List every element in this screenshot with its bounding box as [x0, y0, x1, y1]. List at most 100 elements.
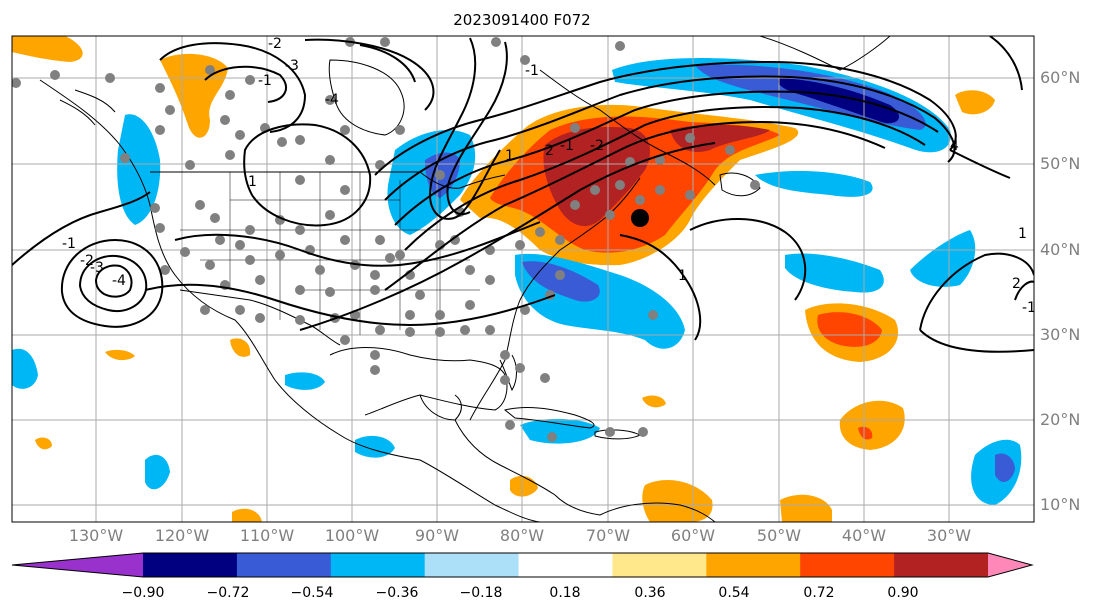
lon-label: 80°W — [500, 526, 544, 545]
colorbar-cell — [518, 553, 613, 577]
contour-jet-6 — [299, 142, 716, 331]
contour-rockies-high-2 — [204, 65, 287, 103]
contour-label: 2 — [545, 143, 554, 159]
positive-anomaly-pacific-southwest — [105, 349, 135, 361]
contour-label: -3 — [285, 58, 299, 74]
colorbar-cell — [612, 553, 707, 577]
contour-jet-2 — [384, 75, 956, 201]
contour-label: 2 — [1012, 276, 1021, 292]
contour-trough-2 — [446, 41, 508, 215]
colorbar-label: −0.36 — [376, 585, 419, 601]
contour-label: 1 — [678, 268, 687, 284]
colorbar-label: −0.54 — [291, 585, 334, 601]
colorbar-extend-min — [12, 553, 143, 577]
contour-ring-pacific-low-3 — [94, 264, 133, 298]
colorbar-cell — [330, 553, 426, 577]
colorbar: −0.90 −0.72 −0.54 −0.36 −0.18 0.18 0.36 … — [11, 552, 1034, 601]
contour-label: -4 — [325, 92, 339, 108]
contour-label: -1 — [258, 73, 272, 89]
negative-anomaly-caribbean — [520, 418, 600, 444]
negative-anomaly-greenland-jet — [612, 58, 951, 153]
lon-label: 50°W — [757, 526, 801, 545]
contour-east-atlantic-high — [919, 252, 1034, 353]
colorbar-cell — [424, 553, 520, 577]
positive-anomaly-pacific-southeast — [232, 508, 262, 522]
contour-label: 4 — [950, 138, 959, 154]
colorbar-label: 0.72 — [803, 585, 834, 601]
newfoundland — [719, 172, 761, 197]
colorbar-cell — [143, 553, 238, 577]
map-frame — [11, 35, 1035, 523]
contour-rockies-high-1 — [159, 42, 307, 133]
contour-southern-arc — [144, 283, 556, 327]
contour-plains-arc — [174, 221, 541, 267]
lat-label: 50°N — [1040, 154, 1080, 173]
colorbar-cell — [706, 553, 801, 577]
contour-label: -1 — [525, 63, 539, 79]
negative-anomaly-central-atlantic-band — [755, 170, 873, 197]
lon-label: 110°W — [240, 526, 295, 545]
lon-label: 30°W — [927, 526, 971, 545]
positive-anomaly-arctic-west — [12, 36, 83, 62]
strong-negative-southeast-coast — [522, 261, 600, 302]
contour-label: -2 — [268, 36, 282, 52]
contour-jet-1 — [374, 60, 957, 176]
contour-label: -1 — [62, 236, 76, 252]
positive-anomaly-tropical-atlantic — [780, 494, 832, 522]
strong-negative-southern-east-atlantic — [995, 453, 1015, 482]
florida — [499, 354, 517, 392]
colorbar-cell — [236, 553, 332, 577]
lon-label: 130°W — [69, 526, 124, 545]
us-mexico-border — [179, 289, 341, 346]
strong-positive-east-atlantic-south — [858, 426, 873, 440]
contour-label: 1 — [1018, 226, 1027, 242]
contour-north-atlantic-east — [949, 149, 1011, 179]
lat-label: 30°N — [1040, 325, 1080, 344]
colorbar-cells — [12, 553, 1032, 577]
contour-ring-pacific-low-1 — [60, 238, 164, 328]
colorbar-cell — [894, 553, 989, 577]
contour-label: -2 — [590, 138, 604, 154]
positive-anomaly-north-atlantic-east — [955, 90, 995, 115]
negative-anomaly-pacific-west — [12, 348, 38, 389]
contour-label: -1 — [1022, 300, 1036, 316]
contour-label: 1 — [505, 148, 514, 164]
lon-label: 100°W — [325, 526, 380, 545]
lat-label: 60°N — [1040, 68, 1080, 87]
max-positive-atlantic-ridge — [543, 126, 650, 227]
cuba — [503, 407, 595, 429]
us-canada-border — [150, 171, 506, 189]
contour-jet-5 — [384, 120, 886, 291]
observation-stations — [12, 37, 760, 442]
lon-label: 70°W — [586, 526, 630, 545]
max-negative-greenland-jet — [778, 78, 900, 124]
positive-anomaly-south-america-coast — [642, 480, 713, 522]
map-graticule — [12, 36, 1034, 522]
negative-anomaly-gulf-small — [285, 372, 325, 390]
positive-anomaly-pacific-small — [35, 437, 52, 450]
negative-anomaly-mid-atlantic — [785, 253, 884, 293]
north-america-west-coast — [39, 79, 541, 522]
colorbar-extend-max — [988, 553, 1032, 577]
contour-label: -1 — [560, 138, 574, 154]
colorbar-label: 0.36 — [634, 585, 665, 601]
negative-anomaly-yucatan — [355, 435, 395, 458]
contour-northern-high-2 — [359, 44, 416, 83]
negative-anomaly-pacific-northwest — [117, 114, 161, 225]
lon-label: 60°W — [671, 526, 715, 545]
lat-label: 20°N — [1040, 410, 1080, 429]
greenland — [759, 36, 891, 71]
contour-plains-trough — [243, 123, 372, 227]
pacific-islands — [59, 89, 116, 126]
hudson-bay — [328, 59, 405, 136]
contour-arctic-east — [989, 36, 1023, 91]
colorbar-label: 0.18 — [549, 585, 580, 601]
lon-label: 90°W — [415, 526, 459, 545]
lat-label: 10°N — [1040, 495, 1080, 514]
colorbar-label: 0.90 — [887, 585, 918, 601]
longitude-labels: 130°W 120°W 110°W 100°W 90°W 80°W 70°W 6… — [69, 526, 971, 545]
max-positive-labrador — [670, 124, 770, 152]
colorbar-outline — [11, 552, 1034, 578]
contour-northern-high-1 — [304, 38, 435, 111]
